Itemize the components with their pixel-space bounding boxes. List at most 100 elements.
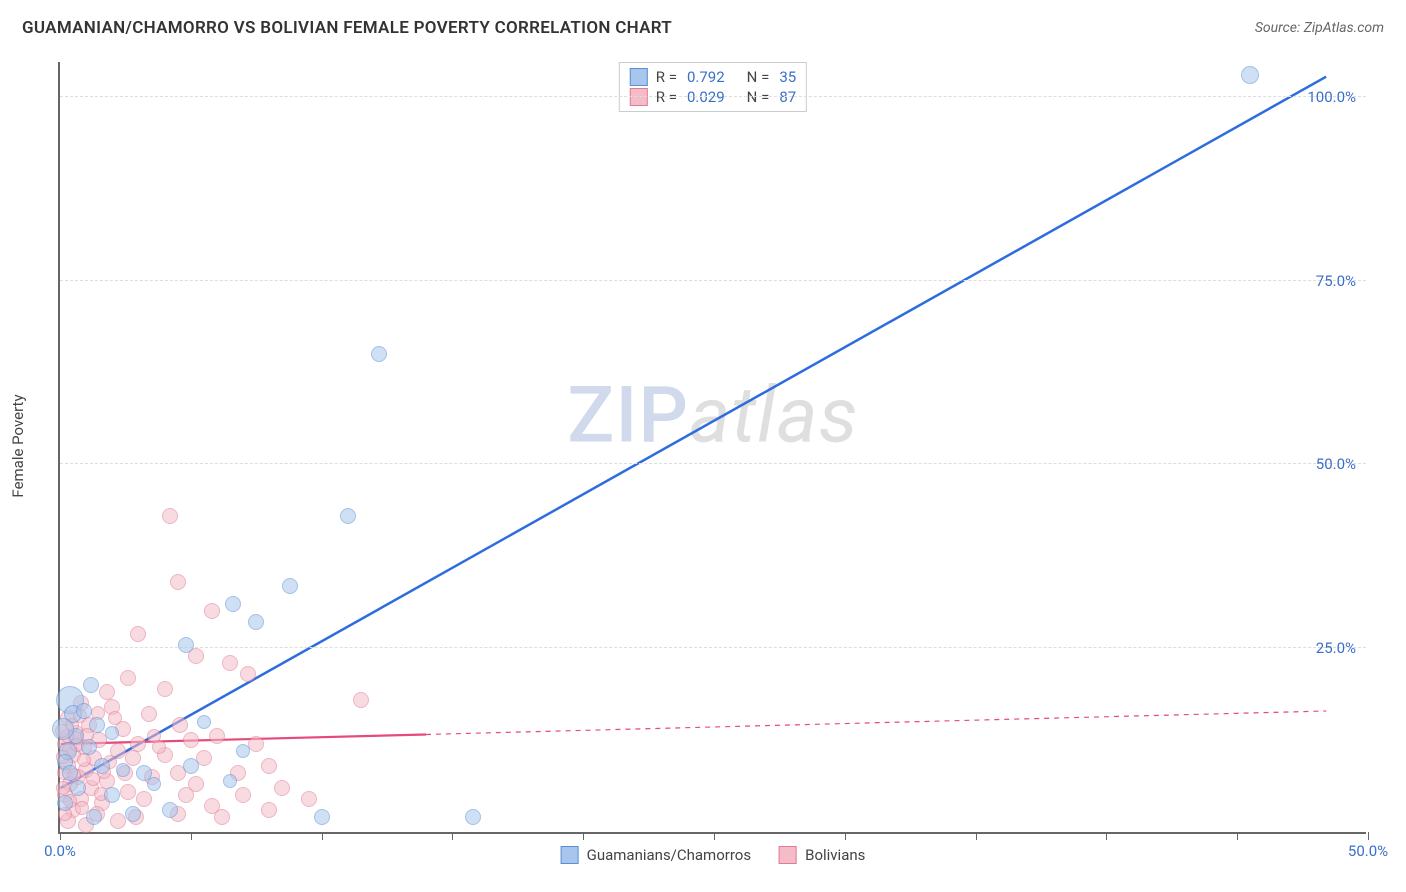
scatter-point xyxy=(76,703,92,719)
scatter-point xyxy=(162,802,178,818)
scatter-point xyxy=(371,346,387,362)
scatter-point xyxy=(147,777,161,791)
legend-swatch xyxy=(561,846,579,864)
scatter-point xyxy=(157,681,173,697)
legend-r-label: R = xyxy=(656,88,677,106)
legend-n-value: 87 xyxy=(779,88,796,106)
correlation-legend: R = 0.792 N = 35 R = 0.029 N = 87 xyxy=(619,62,807,112)
scatter-point xyxy=(125,806,141,822)
source-attribution: Source: ZipAtlas.com xyxy=(1255,20,1384,36)
scatter-point xyxy=(56,781,70,795)
scatter-point xyxy=(248,736,264,752)
scatter-point xyxy=(162,508,178,524)
gridline xyxy=(60,647,1366,648)
x-tick xyxy=(583,832,584,840)
scatter-point xyxy=(170,574,186,590)
x-tick xyxy=(1368,832,1369,840)
legend-n-label: N = xyxy=(747,68,770,86)
x-tick xyxy=(60,832,61,840)
scatter-point xyxy=(108,711,122,725)
legend-n-label: N = xyxy=(747,88,770,106)
y-tick-label: 75.0% xyxy=(1316,272,1356,290)
x-tick xyxy=(976,832,977,840)
scatter-point xyxy=(204,603,220,619)
scatter-point xyxy=(261,802,277,818)
x-tick xyxy=(714,832,715,840)
scatter-point xyxy=(70,780,86,796)
scatter-point xyxy=(465,809,481,825)
scatter-point xyxy=(62,765,78,781)
scatter-point xyxy=(301,791,317,807)
scatter-point xyxy=(240,666,256,682)
y-axis-label: Female Poverty xyxy=(9,394,27,497)
scatter-point xyxy=(147,729,161,743)
x-tick xyxy=(845,832,846,840)
x-tick xyxy=(452,832,453,840)
scatter-point xyxy=(282,578,298,594)
scatter-point xyxy=(136,791,152,807)
watermark-zip: ZIP xyxy=(567,371,689,462)
scatter-point xyxy=(99,684,115,700)
legend-item: Guamanians/Chamorros xyxy=(561,846,751,864)
scatter-point xyxy=(225,596,241,612)
scatter-point xyxy=(340,508,356,524)
y-tick-label: 25.0% xyxy=(1316,639,1356,657)
y-tick-label: 100.0% xyxy=(1307,88,1356,106)
legend-swatch xyxy=(630,68,648,86)
scatter-point xyxy=(105,726,119,740)
scatter-point xyxy=(178,787,194,803)
legend-item: Bolivians xyxy=(779,846,865,864)
scatter-point xyxy=(94,758,110,774)
scatter-point xyxy=(116,763,130,777)
scatter-point xyxy=(120,784,136,800)
watermark-atlas: atlas xyxy=(689,371,859,462)
gridline xyxy=(60,463,1366,464)
scatter-point xyxy=(314,809,330,825)
scatter-point xyxy=(178,637,194,653)
x-tick-label: 0.0% xyxy=(44,842,76,860)
scatter-point xyxy=(110,813,126,829)
scatter-point xyxy=(86,809,102,825)
scatter-point xyxy=(141,706,157,722)
scatter-point xyxy=(81,739,97,755)
x-tick xyxy=(1237,832,1238,840)
legend-n-value: 35 xyxy=(779,68,796,86)
legend-label: Bolivians xyxy=(805,846,865,864)
chart-title: GUAMANIAN/CHAMORRO VS BOLIVIAN FEMALE PO… xyxy=(22,18,672,38)
x-tick xyxy=(1106,832,1107,840)
scatter-point xyxy=(223,774,237,788)
scatter-point xyxy=(57,795,73,811)
legend-row: R = 0.792 N = 35 xyxy=(630,67,796,87)
plot-area: ZIPatlas R = 0.792 N = 35 R = 0.029 N = … xyxy=(58,62,1366,834)
scatter-point xyxy=(235,787,251,803)
scatter-point xyxy=(209,728,225,744)
scatter-point xyxy=(89,717,105,733)
scatter-point xyxy=(172,717,188,733)
scatter-point xyxy=(214,809,230,825)
scatter-point xyxy=(86,772,100,786)
gridline xyxy=(60,280,1366,281)
title-bar: GUAMANIAN/CHAMORRO VS BOLIVIAN FEMALE PO… xyxy=(22,18,1384,38)
legend-row: R = 0.029 N = 87 xyxy=(630,87,796,107)
scatter-point xyxy=(1241,66,1259,84)
legend-swatch xyxy=(630,88,648,106)
x-tick xyxy=(322,832,323,840)
scatter-point xyxy=(130,626,146,642)
scatter-point xyxy=(83,677,99,693)
scatter-point xyxy=(183,758,199,774)
scatter-point xyxy=(52,718,74,740)
legend-r-value: 0.792 xyxy=(687,68,725,86)
scatter-point xyxy=(120,670,136,686)
scatter-point xyxy=(261,758,277,774)
scatter-point xyxy=(353,692,369,708)
trend-lines-svg xyxy=(60,62,1366,832)
scatter-point xyxy=(236,744,250,758)
watermark: ZIPatlas xyxy=(567,371,858,462)
y-tick-label: 50.0% xyxy=(1316,455,1356,473)
scatter-point xyxy=(183,732,199,748)
legend-r-value: 0.029 xyxy=(687,88,725,106)
series-legend: Guamanians/Chamorros Bolivians xyxy=(561,846,866,864)
legend-swatch xyxy=(779,846,797,864)
legend-r-label: R = xyxy=(656,68,677,86)
legend-label: Guamanians/Chamorros xyxy=(587,846,751,864)
